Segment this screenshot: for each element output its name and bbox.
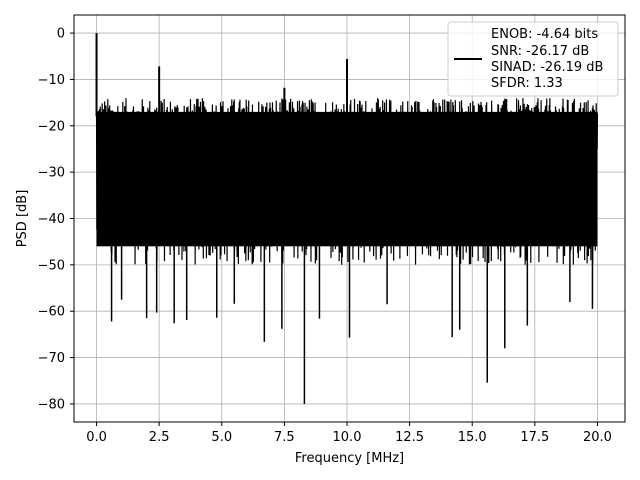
x-tick-label: 20.0 bbox=[583, 430, 612, 445]
x-tick-label: 2.5 bbox=[149, 430, 170, 445]
legend-entry-sfdr: SFDR: 1.33 bbox=[491, 76, 563, 91]
psd-trace bbox=[95, 33, 599, 404]
legend: ENOB: -4.64 bits SNR: -26.17 dB SINAD: -… bbox=[447, 21, 619, 97]
x-tick-label: 10.0 bbox=[333, 430, 362, 445]
legend-entry-snr: SNR: -26.17 dB bbox=[491, 44, 589, 59]
legend-entry-enob: ENOB: -4.64 bits bbox=[491, 27, 598, 42]
y-tick-label: −50 bbox=[38, 258, 65, 273]
x-tick-label: 12.5 bbox=[395, 430, 424, 445]
x-tick-label: 17.5 bbox=[520, 430, 549, 445]
y-tick-label: −60 bbox=[38, 305, 65, 320]
legend-box bbox=[447, 21, 619, 97]
y-tick-label: 0 bbox=[57, 27, 65, 42]
x-axis-label: Frequency [MHz] bbox=[295, 451, 404, 466]
y-tick-label: −30 bbox=[38, 166, 65, 181]
x-tick-label: 15.0 bbox=[458, 430, 487, 445]
x-axis-ticks: 0.0 2.5 5.0 7.5 10.0 12.5 15.0 17.5 20.0 bbox=[86, 422, 612, 445]
y-tick-label: −40 bbox=[38, 212, 65, 227]
y-axis-ticks: 0 −10 −20 −30 −40 −50 −60 −70 −80 bbox=[38, 27, 74, 412]
y-tick-label: −80 bbox=[38, 397, 65, 412]
y-tick-label: −20 bbox=[38, 119, 65, 134]
x-tick-label: 0.0 bbox=[86, 430, 107, 445]
y-axis-label: PSD [dB] bbox=[15, 190, 30, 248]
y-tick-label: −10 bbox=[38, 73, 65, 88]
legend-entry-sinad: SINAD: -26.19 dB bbox=[491, 60, 603, 75]
psd-noise-band bbox=[96, 111, 598, 247]
x-tick-label: 7.5 bbox=[274, 430, 295, 445]
y-tick-label: −70 bbox=[38, 351, 65, 366]
x-tick-label: 5.0 bbox=[211, 430, 232, 445]
